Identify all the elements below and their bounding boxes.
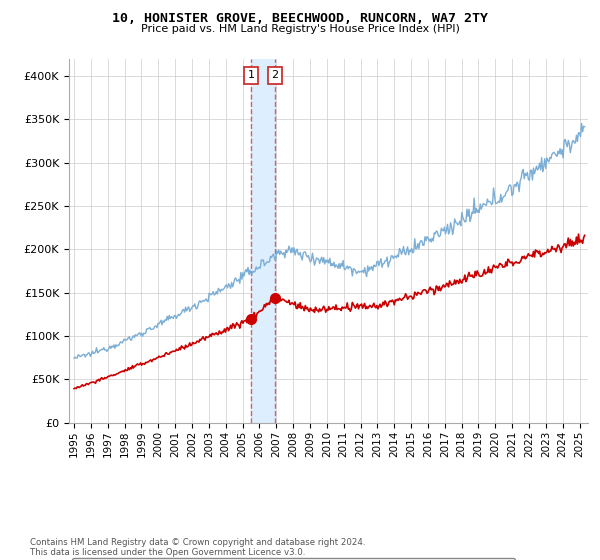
Text: Price paid vs. HM Land Registry's House Price Index (HPI): Price paid vs. HM Land Registry's House …: [140, 24, 460, 34]
Bar: [251, 59, 275, 423]
Text: 2: 2: [271, 70, 278, 80]
Legend: 10, HONISTER GROVE, BEECHWOOD, RUNCORN, WA7 2TY (detached house), HPI: Average p: 10, HONISTER GROVE, BEECHWOOD, RUNCORN, …: [71, 558, 515, 560]
Text: 1: 1: [247, 70, 254, 80]
Text: 10, HONISTER GROVE, BEECHWOOD, RUNCORN, WA7 2TY: 10, HONISTER GROVE, BEECHWOOD, RUNCORN, …: [112, 12, 488, 25]
Text: Contains HM Land Registry data © Crown copyright and database right 2024.
This d: Contains HM Land Registry data © Crown c…: [30, 538, 365, 557]
